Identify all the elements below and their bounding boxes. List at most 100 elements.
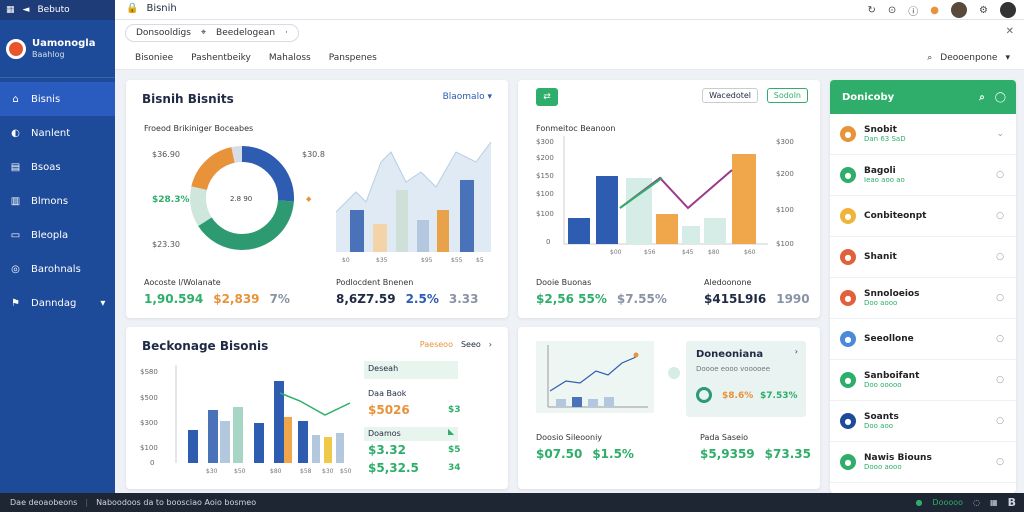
panel-item[interactable]: ● Shanit ○ [830,237,1016,278]
foot-left-values: 1,90.594 $2,839 7% [144,292,290,306]
panel-item[interactable]: ● Snnoloeios Doo aooo ○ [830,278,1016,319]
panel-item[interactable]: ● Snobit Dan 63 SaD ⌄ [830,114,1016,155]
card-bars: ⇄ Wacedotel Sodoln Fonmeitoc Beanoon $30… [518,80,820,318]
avatar[interactable] [951,2,968,18]
tab-1[interactable]: Pashentbeiky [191,52,251,63]
circle-icon[interactable]: ◌ [973,498,981,507]
radio-icon[interactable]: ○ [996,457,1004,467]
item-status-icon: ● [840,167,856,183]
profile-avatar[interactable] [1000,2,1016,18]
search-icon[interactable]: ⌕ [927,52,933,63]
sidebar-nav: ⌂ Bisnis ◐ Nanlent ▤ Bsoas ▥ Blmons ▭ Bleopla… [0,82,115,320]
breadcrumb-b[interactable]: Beedelogean [216,28,276,38]
dot-icon [668,367,680,379]
sidebar-item-5[interactable]: ◎ Barohnals [0,252,115,286]
grid-icon[interactable]: ▦ [6,5,15,15]
bar [572,397,582,407]
item-status-icon: ● [840,249,856,265]
x-tick: $45 [682,249,694,256]
foot-right-label: Aledoonone [704,278,752,287]
panel-item[interactable]: ● Sanboifant Doo ooooo ○ [830,360,1016,401]
radio-icon[interactable]: ○ [996,334,1004,344]
donut-label-3: $30.8 [302,150,325,159]
brand[interactable]: Uamonogla Baahlog [0,20,115,78]
chevron-right-icon[interactable]: › [488,340,492,349]
panel-item[interactable]: ● Nawis Biouns Dooo aooo ○ [830,442,1016,483]
panel-item[interactable]: ● Conbiteonpt ○ [830,196,1016,237]
address-bar[interactable]: 🔒 Bisnih [126,3,177,14]
y-tick: 0 [150,459,154,467]
panel-item[interactable]: ● Soants Doo aoo ○ [830,401,1016,442]
sidebar-item-0[interactable]: ⌂ Bisnis [0,82,115,116]
sidebar-item-4[interactable]: ▭ Bleopla [0,218,115,252]
x-tick: $58 [300,468,312,475]
search-icon[interactable]: ⌕ [979,91,985,103]
radio-icon[interactable]: ○ [996,211,1004,221]
back-icon[interactable]: ◄ [22,5,30,15]
item-label: Snobit [864,125,897,135]
radio-icon[interactable]: ○ [996,375,1004,385]
item-sub: Doo aoo [864,422,894,430]
chevron-down-icon[interactable]: ⌄ [996,129,1004,139]
sidebar-item-6[interactable]: ⚑ Danndag ▾ [0,286,115,320]
sidebar-item-3[interactable]: ▥ Blmons [0,184,115,218]
panel-list: ● Snobit Dan 63 SaD ⌄ ● Bagoli Ieao aoo ao ○ ● Co… [830,114,1016,483]
chevron-down-icon: ▾ [487,92,492,102]
clock-icon[interactable]: ⊙ [887,4,897,16]
breadcrumb-a[interactable]: Donsooldigs [136,28,191,38]
subnav-right-label[interactable]: Deooenpone [940,52,998,63]
kpi-panel: Doneoniana › Doooe eooo vooooee $8.6% $7… [686,341,806,417]
side-label-2: Daa Baok [368,389,407,398]
foot-right-values: $415L9I6 1990 [704,292,810,306]
radio-icon[interactable]: ○ [996,293,1004,303]
foot-right-v2: 3.33 [448,292,479,306]
donut-label-2: $23.30 [152,240,180,249]
radio-icon[interactable]: ○ [996,170,1004,180]
refresh-icon[interactable]: ↻ [867,4,876,16]
sidebar-item-2[interactable]: ▤ Bsoas [0,150,115,184]
btn-a[interactable]: Wacedotel [702,88,758,103]
pin-icon: ⌖ [200,28,207,38]
status-bar: Dae deoaobeons | Naboodoos da to booscia… [0,493,1024,512]
brand-sub: Baahlog [32,50,65,59]
tab-3[interactable]: Panspenes [328,52,377,63]
card-dropdown[interactable]: Blaomalo ▾ [443,92,492,102]
y-tick: $100 [140,444,158,452]
item-label: Snnoloeios [864,289,920,299]
circle-icon[interactable]: ◯ [994,91,1006,103]
b-icon[interactable]: B [1007,496,1016,509]
sidebar-item-1[interactable]: ◐ Nanlent [0,116,115,150]
radio-icon[interactable]: ○ [996,416,1004,426]
bell-icon[interactable]: ● [930,4,940,16]
gear-icon[interactable]: ⚙ [979,4,988,16]
info-icon[interactable]: ⓘ [908,6,919,18]
sidebar-item-label: Nanlent [31,127,71,139]
dropdown-icon[interactable]: · [285,28,288,38]
trend-icon[interactable]: ⇄ [536,88,558,106]
chevron-down-icon[interactable]: ▾ [1005,52,1010,63]
foot-left-label: Doosio Sileooniy [536,433,603,442]
panel-item[interactable]: ● Seeollone ○ [830,319,1016,360]
foot-left-v1: $2,839 [213,292,260,306]
subnav-right: ⌕ Deooenpone ▾ [927,53,1010,63]
item-sub: Dooo aooo [864,463,902,471]
chevron-down-icon[interactable]: › [794,347,798,356]
panel-item[interactable]: ● Bagoli Ieao aoo ao ○ [830,155,1016,196]
side-label-3: Doamos [364,427,458,441]
card-kpi: Doneoniana › Doooe eooo vooooee $8.6% $7… [518,327,820,489]
brand-name: Uamonogla [32,38,96,49]
radio-icon[interactable]: ○ [996,252,1004,262]
breadcrumb[interactable]: Donsooldigs ⌖ Beedelogean · [125,24,299,42]
btn-b[interactable]: Sodoln [766,88,808,103]
close-icon[interactable]: ✕ [1005,26,1014,37]
tab-2[interactable]: Mahaloss [268,52,311,63]
card-link[interactable]: Paeseoo [419,340,453,349]
foot-left-v0: $07.50 [536,447,583,461]
series-line [619,177,663,209]
foot-left-values: $2,56 55% $7.55% [536,292,667,306]
tab-0[interactable]: Bisoniee [135,52,174,63]
window-chrome: ▦ ◄ Bebuto 🔒 Bisnih ↻ ⊙ ⓘ ● ⚙ [0,0,1024,20]
card-link-2[interactable]: Seeo [460,340,481,349]
item-label: Soants [864,412,899,422]
grid-icon[interactable]: ▦ [990,498,998,507]
